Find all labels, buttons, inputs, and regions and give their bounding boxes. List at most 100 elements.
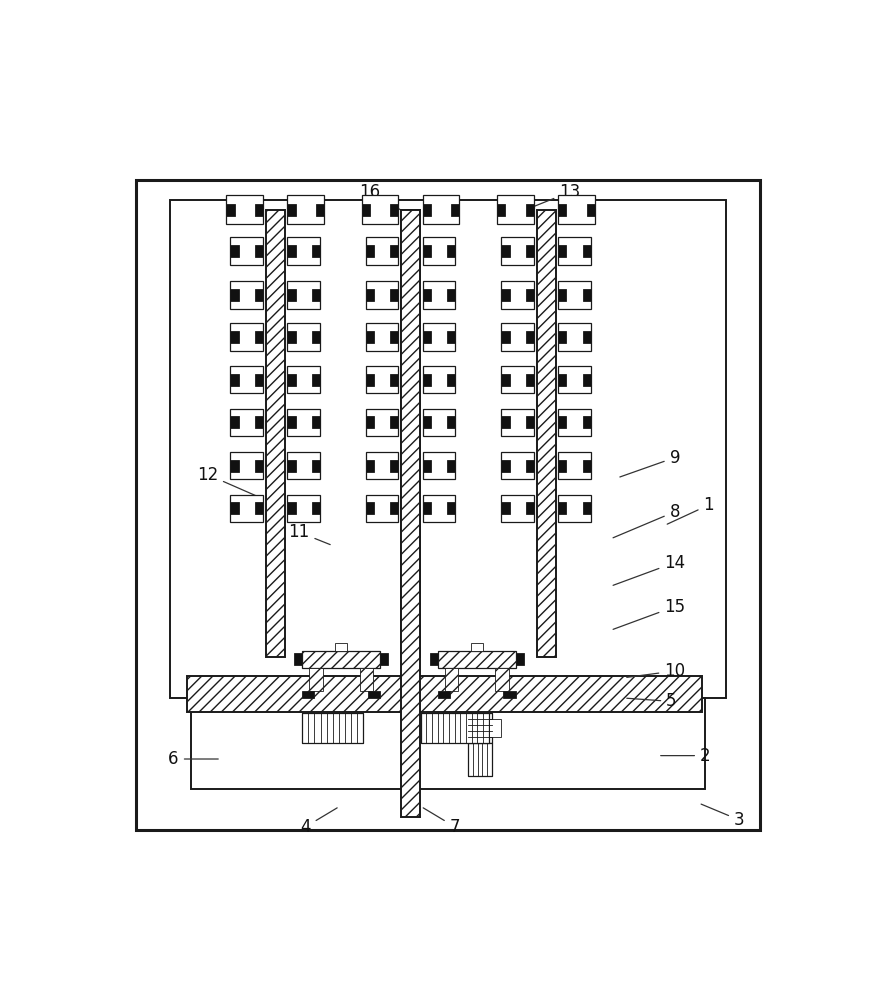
Bar xyxy=(451,204,460,216)
Text: 15: 15 xyxy=(613,598,685,629)
Bar xyxy=(423,460,431,472)
Bar xyxy=(497,195,534,224)
Bar xyxy=(502,452,534,479)
Bar xyxy=(391,204,399,216)
Bar xyxy=(302,651,380,668)
Bar xyxy=(438,651,516,668)
Bar xyxy=(288,245,295,257)
Bar xyxy=(583,502,591,514)
Bar xyxy=(445,668,458,691)
Bar xyxy=(526,331,534,343)
Bar xyxy=(391,374,399,386)
Bar xyxy=(447,331,455,343)
Bar xyxy=(255,245,263,257)
Bar xyxy=(558,374,566,386)
Bar xyxy=(423,374,431,386)
Bar xyxy=(558,409,591,436)
Bar xyxy=(302,713,364,743)
Bar xyxy=(288,460,295,472)
Bar xyxy=(288,416,295,428)
Bar xyxy=(502,495,534,522)
Bar xyxy=(255,204,263,216)
Bar xyxy=(558,323,591,351)
Bar xyxy=(255,289,263,301)
Bar xyxy=(231,281,263,309)
Bar xyxy=(496,668,509,691)
Bar xyxy=(558,366,591,393)
Bar xyxy=(231,452,263,479)
Bar xyxy=(423,323,455,351)
Bar xyxy=(502,289,510,301)
Bar xyxy=(489,719,501,737)
Bar xyxy=(558,495,591,522)
Bar xyxy=(366,331,374,343)
Bar xyxy=(231,289,239,301)
Bar xyxy=(362,195,399,224)
Text: 12: 12 xyxy=(197,466,259,497)
Bar xyxy=(380,653,388,665)
Bar xyxy=(503,691,516,698)
Bar xyxy=(516,653,524,665)
Bar xyxy=(468,743,492,776)
Bar xyxy=(288,452,320,479)
Bar xyxy=(558,502,566,514)
Bar xyxy=(302,691,315,698)
Bar xyxy=(497,204,505,216)
Bar xyxy=(312,245,320,257)
Bar xyxy=(558,289,566,301)
Bar xyxy=(421,713,489,743)
Bar xyxy=(447,374,455,386)
Bar xyxy=(423,452,455,479)
Bar xyxy=(502,409,534,436)
Bar xyxy=(583,416,591,428)
Bar xyxy=(366,237,399,265)
Bar xyxy=(288,237,320,265)
Bar xyxy=(502,281,534,309)
Text: 14: 14 xyxy=(613,554,685,585)
Bar xyxy=(447,245,455,257)
Bar xyxy=(558,204,566,216)
Bar xyxy=(335,643,347,651)
Bar xyxy=(288,374,295,386)
Bar xyxy=(583,374,591,386)
Bar xyxy=(231,323,263,351)
Text: 10: 10 xyxy=(627,662,685,680)
Bar xyxy=(502,331,510,343)
Bar xyxy=(526,245,534,257)
Bar xyxy=(312,502,320,514)
Bar xyxy=(226,204,234,216)
Bar xyxy=(583,245,591,257)
Bar xyxy=(583,289,591,301)
Bar xyxy=(526,204,534,216)
Bar xyxy=(502,460,510,472)
Bar xyxy=(366,409,399,436)
Bar xyxy=(366,452,399,479)
Bar xyxy=(526,460,534,472)
Bar xyxy=(558,281,591,309)
Bar xyxy=(583,460,591,472)
Bar xyxy=(423,331,431,343)
Bar xyxy=(288,502,295,514)
Bar xyxy=(468,713,492,743)
Text: 9: 9 xyxy=(620,449,680,477)
Bar xyxy=(288,323,320,351)
Bar xyxy=(423,195,460,224)
Bar xyxy=(191,698,705,789)
Bar xyxy=(288,409,320,436)
Text: 7: 7 xyxy=(423,808,460,836)
Text: 8: 8 xyxy=(613,503,680,538)
Bar xyxy=(391,245,399,257)
Bar xyxy=(368,691,380,698)
Bar xyxy=(391,289,399,301)
Text: 13: 13 xyxy=(518,183,580,213)
Bar xyxy=(288,204,295,216)
Bar xyxy=(502,374,510,386)
Bar xyxy=(312,331,320,343)
Text: 11: 11 xyxy=(288,523,330,545)
Text: 4: 4 xyxy=(301,808,337,836)
Bar xyxy=(366,374,374,386)
Bar xyxy=(360,668,373,691)
Text: 3: 3 xyxy=(701,804,745,829)
Bar xyxy=(255,331,263,343)
Bar xyxy=(366,460,374,472)
